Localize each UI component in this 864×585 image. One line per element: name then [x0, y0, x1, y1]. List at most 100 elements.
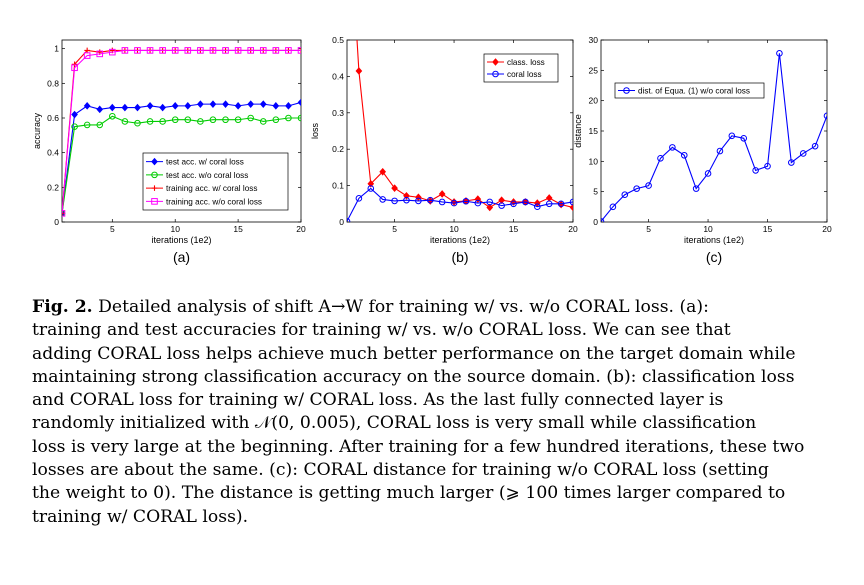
data-point: [96, 121, 104, 129]
plot-area: [62, 47, 301, 218]
data-point: [438, 198, 446, 206]
x-tick-label: 5: [110, 224, 115, 234]
legend-box: [483, 53, 559, 83]
caption-line-3: adding CORAL loss helps achieve much bet…: [32, 343, 796, 364]
legend-marker: [492, 58, 499, 66]
y-tick-label: 0.4: [332, 71, 344, 81]
x-tick-label: 15: [763, 224, 773, 234]
data-point: [234, 47, 242, 54]
data-point: [259, 47, 267, 54]
data-point: [438, 190, 446, 198]
data-point: [84, 47, 90, 54]
data-point: [222, 47, 229, 54]
data-point: [247, 114, 254, 122]
data-point: [171, 47, 179, 54]
data-point: [379, 167, 387, 176]
x-axis-label: iterations (1e2): [684, 235, 744, 245]
legend-entry: class. loss: [507, 58, 545, 67]
legend-entry: coral loss: [507, 70, 542, 79]
legend: class. loss coral loss: [483, 53, 559, 83]
data-point: [297, 114, 301, 122]
data-point: [788, 159, 795, 166]
data-point: [197, 100, 204, 108]
legend-marker: [623, 87, 630, 94]
data-point: [823, 112, 827, 120]
data-point: [134, 103, 141, 112]
panel-label: (a): [173, 249, 190, 265]
data-point: [121, 103, 129, 112]
data-point: [355, 67, 363, 75]
panel-label: (b): [451, 249, 468, 265]
data-point: [391, 184, 398, 192]
data-point: [109, 48, 116, 56]
data-point: [569, 198, 573, 206]
caption-line-8: losses are about the same. (c): CORAL di…: [32, 460, 769, 481]
legend-entry: test acc. w/o coral loss: [166, 171, 248, 180]
legend-box: [614, 82, 765, 99]
y-tick-label: 0: [54, 217, 59, 227]
data-point: [297, 47, 301, 54]
data-point: [71, 123, 78, 130]
x-tick-label: 10: [170, 224, 180, 234]
data-point: [633, 185, 640, 192]
data-point: [83, 52, 91, 59]
data-point: [159, 103, 166, 112]
plot-frame: [61, 39, 302, 223]
series-line-1: [356, 40, 573, 209]
data-point: [108, 103, 116, 112]
data-point: [657, 155, 664, 162]
data-point: [222, 100, 229, 108]
data-point: [259, 100, 267, 108]
y-axis-label: accuracy: [32, 112, 42, 149]
data-point: [209, 100, 217, 108]
data-point: [209, 47, 217, 54]
data-point: [355, 195, 363, 202]
y-tick-label: 0.4: [47, 148, 59, 158]
data-point: [680, 151, 688, 159]
data-point: [415, 197, 422, 205]
data-point: [379, 196, 386, 203]
legend-entry: training acc. w/ coral loss: [166, 184, 257, 193]
data-point: [752, 167, 759, 174]
y-tick-label: 0.2: [47, 182, 59, 192]
x-axis-label: iterations (1e2): [151, 235, 211, 245]
data-point: [545, 200, 553, 208]
data-point: [498, 202, 505, 209]
data-point: [71, 61, 78, 68]
y-tick-label: 15: [589, 126, 599, 136]
legend-marker: [151, 185, 158, 191]
data-point: [259, 118, 267, 125]
data-point: [234, 102, 242, 110]
y-tick-label: 0.2: [332, 144, 344, 154]
caption-line-6: randomly initialized with 𝒩(0, 0.005), C…: [32, 413, 757, 434]
data-point: [222, 116, 229, 124]
data-point: [609, 203, 617, 211]
caption-line-1: Fig. 2. Detailed analysis of shift A→W f…: [32, 296, 840, 319]
figure-caption: Fig. 2. Detailed analysis of shift A→W f…: [32, 296, 840, 529]
x-tick-label: 15: [509, 224, 519, 234]
x-tick-label: 15: [233, 224, 243, 234]
data-point: [134, 47, 141, 54]
y-tick-label: 10: [589, 156, 599, 166]
data-point: [601, 218, 605, 222]
y-tick-label: 25: [589, 65, 599, 75]
legend-entry: training acc. w/o coral loss: [166, 197, 262, 206]
series-line-4: [62, 49, 301, 214]
data-point: [109, 112, 116, 120]
data-point: [96, 50, 104, 58]
data-point: [121, 118, 129, 125]
data-point: [764, 162, 771, 170]
caption-line-2: training and test accuracies for trainin…: [32, 320, 731, 341]
plot-area: [347, 40, 573, 222]
data-point: [545, 194, 553, 202]
data-point: [62, 210, 66, 217]
data-point: [776, 50, 783, 57]
data-point: [197, 47, 204, 54]
y-tick-label: 0.1: [332, 181, 344, 191]
data-point: [645, 182, 652, 189]
data-point: [171, 102, 179, 110]
data-point: [146, 47, 154, 54]
data-point: [62, 210, 65, 217]
data-point: [159, 47, 166, 54]
y-tick-label: 30: [589, 35, 599, 45]
